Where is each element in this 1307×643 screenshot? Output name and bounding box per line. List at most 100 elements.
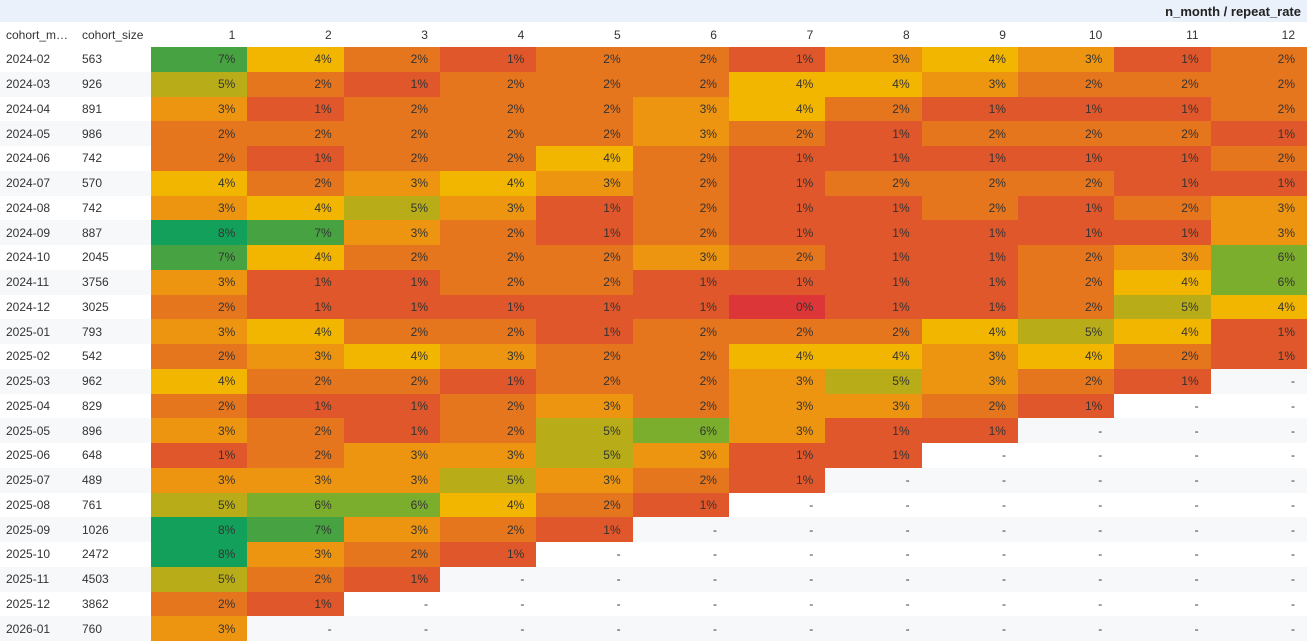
column-header-month-1[interactable]: 1 bbox=[228, 27, 236, 42]
repeat-rate-cell: 1% bbox=[439, 542, 537, 567]
column-header-month-7[interactable]: 7 bbox=[806, 27, 814, 42]
cohort-month-cell: 2024-05 bbox=[0, 121, 76, 146]
column-header-month-8[interactable]: 8 bbox=[902, 27, 910, 42]
repeat-rate-cell: 2% bbox=[247, 418, 344, 443]
repeat-rate-cell: 1% bbox=[536, 294, 633, 320]
repeat-rate-cell: 1% bbox=[825, 220, 922, 245]
repeat-rate-cell: 2% bbox=[921, 170, 1018, 196]
repeat-rate-cell: 8% bbox=[151, 517, 248, 542]
column-header-month-12[interactable]: 12 bbox=[1281, 27, 1295, 42]
repeat-rate-cell: 1% bbox=[825, 443, 922, 468]
cohort-size-cell: 3756 bbox=[76, 269, 151, 295]
table-row: 2026-01 760 3% - - - - - - - - - - - bbox=[0, 616, 1307, 641]
repeat-rate-cell: 2% bbox=[536, 47, 633, 72]
cohort-month-cell: 2025-02 bbox=[6, 349, 51, 364]
empty-rate-cell: - bbox=[825, 566, 922, 592]
empty-rate-cell: - bbox=[1291, 596, 1295, 611]
repeat-rate-cell: 3% bbox=[439, 443, 537, 468]
repeat-rate-cell: 1% bbox=[1017, 195, 1115, 221]
column-header-month-3[interactable]: 3 bbox=[421, 27, 428, 42]
cohort-month-cell: 2025-05 bbox=[0, 418, 76, 443]
column-header-month-9[interactable]: 9 bbox=[999, 27, 1006, 42]
repeat-rate-cell: 5% bbox=[439, 467, 537, 493]
repeat-rate-cell: 1% bbox=[825, 195, 922, 221]
column-header-month-2[interactable]: 2 bbox=[324, 27, 332, 42]
repeat-rate-cell: 3% bbox=[151, 616, 248, 641]
repeat-rate-cell: 2% bbox=[632, 195, 729, 221]
column-header-month-10[interactable]: 10 bbox=[1088, 27, 1103, 42]
repeat-rate-cell: 2% bbox=[151, 294, 248, 320]
repeat-rate-cell: 3% bbox=[632, 121, 729, 146]
repeat-rate-cell: 2% bbox=[439, 96, 537, 122]
repeat-rate-cell: 2% bbox=[536, 96, 633, 122]
repeat-rate-cell: 2% bbox=[1017, 294, 1115, 320]
repeat-rate-cell: 1% bbox=[1210, 121, 1307, 146]
repeat-rate-cell: 4% bbox=[343, 344, 440, 369]
repeat-rate-cell: 2% bbox=[825, 96, 922, 122]
repeat-rate-cell: 1% bbox=[921, 294, 1018, 320]
cohort-month-cell: 2024-07 bbox=[0, 170, 76, 196]
cohort-month-cell: 2025-01 bbox=[0, 319, 76, 344]
repeat-rate-cell: 3% bbox=[632, 245, 729, 270]
empty-rate-cell: - bbox=[728, 616, 826, 641]
repeat-rate-cell: 1% bbox=[247, 294, 344, 320]
empty-rate-cell: - bbox=[1210, 418, 1307, 443]
repeat-rate-cell: 2% bbox=[343, 96, 440, 122]
column-header-cohort-size[interactable]: cohort_size bbox=[82, 27, 144, 42]
repeat-rate-cell: 2% bbox=[439, 146, 537, 171]
empty-rate-cell: - bbox=[1194, 398, 1199, 413]
column-header-month-5[interactable]: 5 bbox=[613, 27, 621, 42]
repeat-rate-cell: 1% bbox=[343, 393, 440, 419]
table-row: 2025-03 962 4% 2% 2% 1% 2% 2% 3% 5% 3% 2% 1% - bbox=[0, 368, 1307, 394]
cohort-size-cell: 829 bbox=[82, 398, 103, 413]
repeat-rate-cell: 3% bbox=[343, 170, 440, 196]
repeat-rate-cell: 2% bbox=[343, 47, 440, 72]
repeat-rate-cell: 2% bbox=[151, 146, 248, 171]
repeat-rate-cell: 1% bbox=[921, 96, 1018, 122]
cohort-size-cell: 761 bbox=[82, 497, 103, 512]
repeat-rate-cell: 2% bbox=[439, 517, 537, 542]
cohort-size-cell: 4503 bbox=[76, 566, 151, 592]
empty-rate-cell: - bbox=[1291, 398, 1295, 413]
column-header-month-6[interactable]: 6 bbox=[710, 27, 717, 42]
cohort-month-cell: 2025-04 bbox=[6, 398, 51, 413]
table-row: 2024-03 926 5% 2% 1% 2% 2% 2% 4% 4% 3% 2% 2% 2% bbox=[0, 71, 1307, 97]
repeat-rate-cell: 2% bbox=[536, 121, 633, 146]
repeat-rate-cell: 1% bbox=[1017, 393, 1115, 419]
column-header-month-4[interactable]: 4 bbox=[517, 27, 525, 42]
repeat-rate-cell: 2% bbox=[439, 269, 537, 295]
repeat-rate-cell: 4% bbox=[247, 195, 344, 221]
empty-rate-cell: - bbox=[905, 596, 910, 611]
repeat-rate-cell: 8% bbox=[151, 220, 248, 245]
column-header-month-11[interactable]: 11 bbox=[1186, 27, 1199, 42]
cohort-size-cell: 887 bbox=[76, 220, 151, 245]
repeat-rate-cell: 2% bbox=[1210, 96, 1307, 122]
repeat-rate-cell: 6% bbox=[632, 418, 729, 443]
cohort-month-cell: 2024-04 bbox=[6, 101, 51, 116]
empty-rate-cell: - bbox=[1001, 596, 1006, 611]
cohort-size-cell: 891 bbox=[82, 101, 103, 116]
repeat-rate-cell: 1% bbox=[632, 294, 729, 320]
cohort-month-cell: 2024-02 bbox=[6, 52, 51, 67]
empty-rate-cell: - bbox=[809, 596, 814, 611]
repeat-rate-cell: 1% bbox=[536, 220, 633, 245]
cohort-size-cell: 742 bbox=[82, 151, 103, 166]
repeat-rate-cell: 2% bbox=[1017, 170, 1115, 196]
repeat-rate-cell: 1% bbox=[1114, 368, 1211, 394]
cohort-size-cell: 2045 bbox=[82, 250, 109, 265]
table-row: 2025-02 542 2% 3% 4% 3% 2% 2% 4% 4% 3% 4% 2% 1% bbox=[0, 344, 1307, 369]
repeat-rate-cell: 1% bbox=[728, 146, 826, 171]
empty-rate-cell: - bbox=[1114, 566, 1211, 592]
repeat-rate-cell: 2% bbox=[439, 220, 537, 245]
repeat-rate-cell: 2% bbox=[1114, 344, 1211, 369]
repeat-rate-cell: 1% bbox=[1210, 344, 1307, 369]
repeat-rate-cell: 3% bbox=[536, 170, 633, 196]
repeat-rate-cell: 3% bbox=[247, 467, 344, 493]
repeat-rate-cell: 1% bbox=[343, 269, 440, 295]
column-header-cohort-month[interactable]: cohort_m… bbox=[6, 27, 69, 42]
repeat-rate-cell: 3% bbox=[825, 47, 922, 72]
cohort-size-cell: 2472 bbox=[82, 547, 109, 562]
repeat-rate-cell: 2% bbox=[247, 368, 344, 394]
repeat-rate-cell: 7% bbox=[151, 47, 248, 72]
repeat-rate-cell: 6% bbox=[1210, 269, 1307, 295]
